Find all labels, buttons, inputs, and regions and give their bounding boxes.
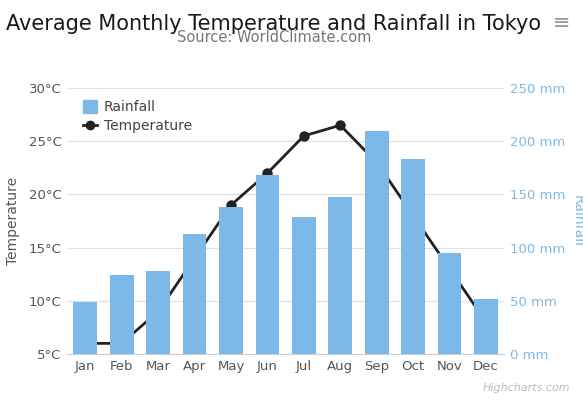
- Text: Average Monthly Temperature and Rainfall in Tokyo: Average Monthly Temperature and Rainfall…: [6, 14, 542, 34]
- Bar: [73, 302, 97, 354]
- Bar: [182, 234, 206, 354]
- Y-axis label: Rainfall: Rainfall: [571, 195, 583, 247]
- Bar: [438, 253, 462, 354]
- Text: Source: WorldClimate.com: Source: WorldClimate.com: [177, 30, 371, 45]
- Bar: [146, 271, 170, 354]
- Bar: [255, 175, 279, 354]
- Bar: [292, 217, 316, 354]
- Text: Highcharts.com: Highcharts.com: [483, 383, 570, 393]
- Bar: [365, 130, 389, 354]
- Text: ≡: ≡: [553, 13, 570, 33]
- Legend: Rainfall, Temperature: Rainfall, Temperature: [83, 100, 192, 133]
- Y-axis label: Temperature: Temperature: [6, 177, 20, 265]
- Bar: [219, 207, 243, 354]
- Bar: [474, 299, 498, 354]
- Bar: [110, 275, 134, 354]
- Bar: [401, 159, 425, 354]
- Bar: [328, 196, 352, 354]
